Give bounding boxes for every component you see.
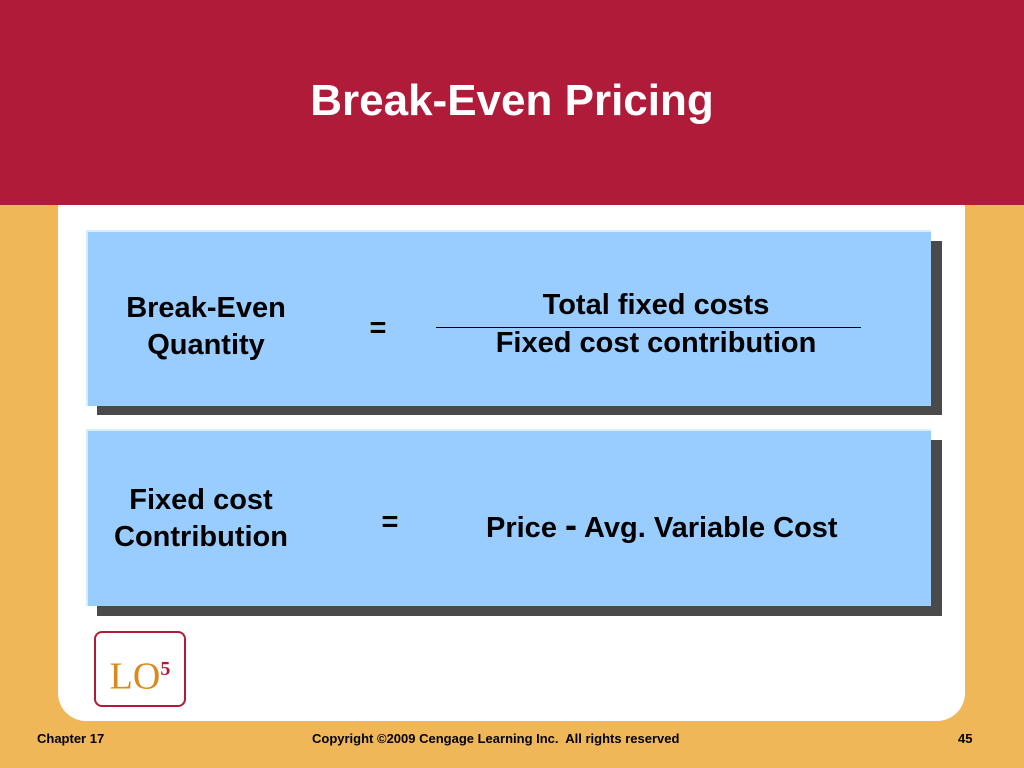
footer-chapter: Chapter 17 xyxy=(37,731,105,746)
badge-text: LO xyxy=(109,655,161,698)
slide-title: Break-Even Pricing xyxy=(310,76,714,125)
formula-right: Price - Avg. Variable Cost xyxy=(486,504,838,546)
formula-box xyxy=(86,429,931,606)
operator: = xyxy=(381,506,399,538)
term: Avg. Variable Cost xyxy=(584,512,838,544)
term: Price xyxy=(486,512,557,544)
left-line: Quantity xyxy=(147,329,265,361)
left-line: Contribution xyxy=(114,521,288,553)
badge-superscript: 5 xyxy=(160,658,171,680)
left-line: Fixed cost xyxy=(129,484,273,516)
numerator: Total fixed costs xyxy=(542,289,770,321)
left-line: Break-Even xyxy=(126,292,286,324)
fraction-line xyxy=(436,327,861,328)
lo-badge: LO5 xyxy=(94,631,186,707)
denominator: Fixed cost contribution xyxy=(495,327,817,359)
header-bar xyxy=(0,0,1024,205)
footer-page: 45 xyxy=(958,731,973,746)
formula-left: Break-Even Quantity xyxy=(96,290,316,364)
formula-left: Fixed cost Contribution xyxy=(91,482,311,556)
formula-box xyxy=(86,230,931,406)
footer-copyright: Copyright ©2009 Cengage Learning Inc. Al… xyxy=(312,731,680,746)
operator: = xyxy=(369,312,387,344)
minus: - xyxy=(565,504,578,545)
